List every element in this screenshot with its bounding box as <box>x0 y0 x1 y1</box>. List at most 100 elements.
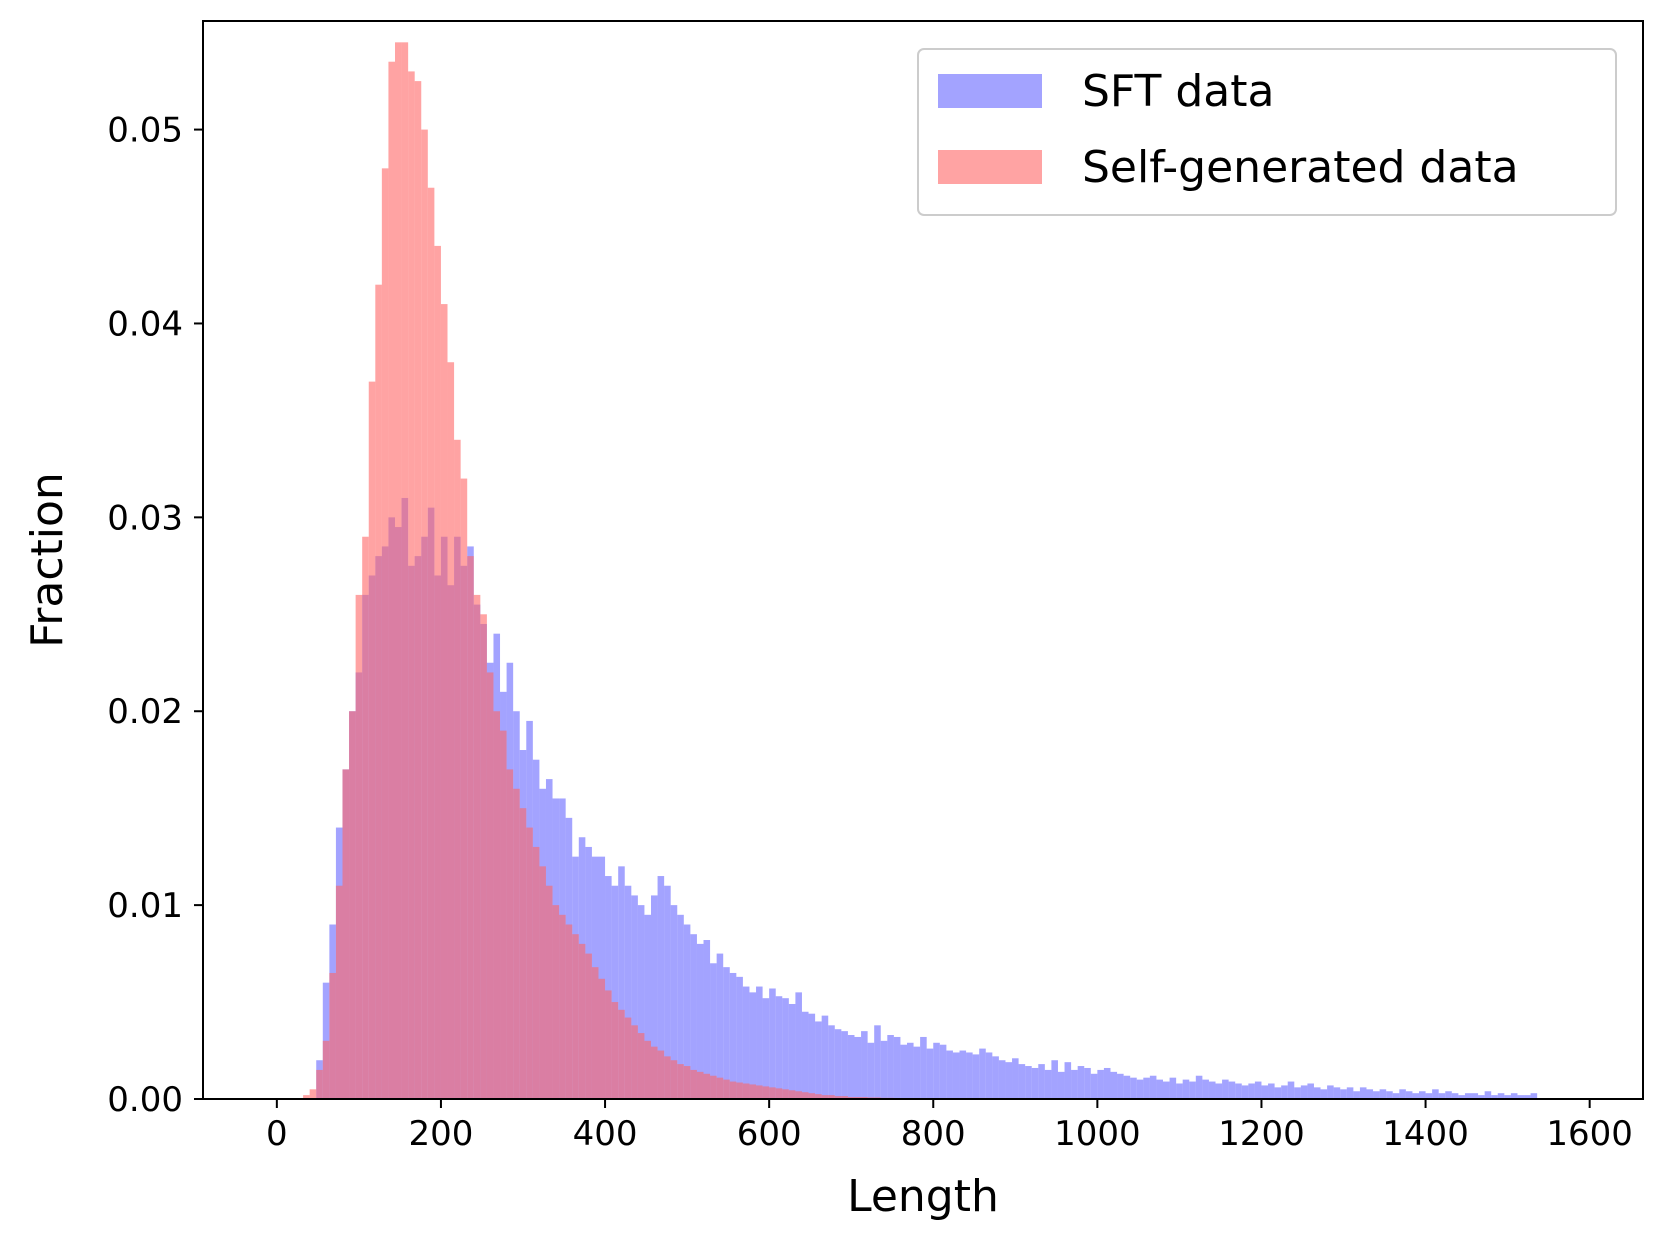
bar-self-generated <box>323 1041 330 1099</box>
bar-self-generated <box>408 71 415 1099</box>
bar-sft <box>835 1029 842 1099</box>
bar-self-generated <box>690 1070 697 1099</box>
bar-self-generated <box>763 1086 770 1099</box>
bar-self-generated <box>402 42 409 1099</box>
bar-sft <box>914 1047 921 1099</box>
bar-self-generated <box>789 1090 796 1099</box>
bar-sft <box>1222 1080 1229 1099</box>
bar-sft <box>1091 1074 1098 1099</box>
bar-self-generated <box>467 556 474 1099</box>
bar-self-generated <box>480 614 487 1099</box>
bar-sft <box>920 1037 927 1099</box>
bar-sft <box>1176 1083 1183 1099</box>
bar-sft <box>1110 1072 1117 1099</box>
bar-sft <box>789 1004 796 1099</box>
bar-self-generated <box>310 1089 317 1099</box>
bar-sft <box>960 1051 967 1099</box>
bar-sft <box>1386 1091 1393 1099</box>
bar-sft <box>1005 1062 1012 1099</box>
bar-sft <box>1058 1072 1065 1099</box>
y-tick-label: 0.01 <box>107 886 183 926</box>
bar-sft <box>1038 1064 1045 1099</box>
bar-sft <box>1137 1080 1144 1099</box>
bar-self-generated <box>598 979 605 1099</box>
bar-sft <box>1130 1078 1137 1099</box>
bar-self-generated <box>585 954 592 1099</box>
bar-self-generated <box>802 1092 809 1099</box>
bar-sft <box>979 1049 986 1099</box>
bar-self-generated <box>375 285 382 1099</box>
bar-sft <box>887 1035 894 1099</box>
bar-self-generated <box>749 1084 756 1099</box>
bar-sft <box>1012 1058 1019 1099</box>
bar-self-generated <box>553 905 560 1099</box>
bar-sft <box>848 1035 855 1099</box>
bar-sft <box>1051 1060 1058 1099</box>
bar-self-generated <box>349 711 356 1099</box>
bar-sft <box>1209 1082 1216 1099</box>
bar-self-generated <box>362 537 369 1099</box>
bar-self-generated <box>631 1025 638 1099</box>
bar-self-generated <box>612 1002 619 1099</box>
bar-sft <box>1019 1064 1026 1099</box>
bar-sft <box>1242 1085 1249 1099</box>
bar-self-generated <box>559 915 566 1099</box>
bar-sft <box>1314 1087 1321 1099</box>
bar-sft <box>1071 1070 1078 1099</box>
x-tick-label: 400 <box>573 1114 638 1154</box>
bar-sft <box>1360 1087 1367 1099</box>
bar-sft <box>1334 1087 1341 1099</box>
bar-sft <box>1124 1076 1131 1099</box>
bar-sft <box>933 1043 940 1099</box>
bar-sft <box>953 1052 960 1099</box>
bar-self-generated <box>579 944 586 1099</box>
bar-self-generated <box>769 1087 776 1099</box>
bar-sft <box>828 1025 835 1099</box>
bar-self-generated <box>644 1041 651 1099</box>
bar-sft <box>868 1043 875 1099</box>
bar-sft <box>1347 1087 1354 1099</box>
bar-self-generated <box>671 1060 678 1099</box>
bar-self-generated <box>717 1078 724 1099</box>
bar-self-generated <box>638 1033 645 1099</box>
bar-sft <box>894 1037 901 1099</box>
bar-sft <box>992 1056 999 1099</box>
bar-self-generated <box>651 1047 658 1099</box>
bar-sft <box>1032 1068 1039 1099</box>
bar-self-generated <box>730 1082 737 1099</box>
bar-self-generated <box>434 246 441 1099</box>
bar-self-generated <box>329 973 336 1099</box>
bar-sft <box>1229 1082 1236 1099</box>
bar-self-generated <box>592 967 599 1099</box>
bar-sft <box>1301 1085 1308 1099</box>
bar-self-generated <box>710 1076 717 1099</box>
bar-self-generated <box>500 731 507 1099</box>
legend-label-self-generated: Self-generated data <box>1082 142 1519 193</box>
bar-sft <box>1399 1089 1406 1099</box>
bar-self-generated <box>336 886 343 1099</box>
bar-sft <box>1340 1089 1347 1099</box>
bar-self-generated <box>487 672 494 1099</box>
x-tick-label: 1000 <box>1054 1114 1141 1154</box>
bar-sft <box>1327 1085 1334 1099</box>
bar-self-generated <box>474 595 481 1099</box>
bar-sft <box>986 1052 993 1099</box>
bar-self-generated <box>658 1051 665 1099</box>
bar-sft <box>861 1031 868 1099</box>
bar-sft <box>907 1043 914 1099</box>
legend-swatch-sft <box>938 74 1042 108</box>
bar-sft <box>927 1049 934 1099</box>
bar-sft <box>743 987 750 1099</box>
bar-sft <box>1216 1083 1223 1099</box>
bar-sft <box>1288 1082 1295 1099</box>
bar-sft <box>999 1060 1006 1099</box>
legend-label-sft: SFT data <box>1082 66 1274 117</box>
bar-sft <box>717 954 724 1099</box>
bar-sft <box>1353 1091 1360 1099</box>
bar-self-generated <box>461 479 468 1099</box>
bar-sft <box>1189 1082 1196 1099</box>
bar-self-generated <box>572 934 579 1099</box>
bar-sft <box>756 987 763 1099</box>
